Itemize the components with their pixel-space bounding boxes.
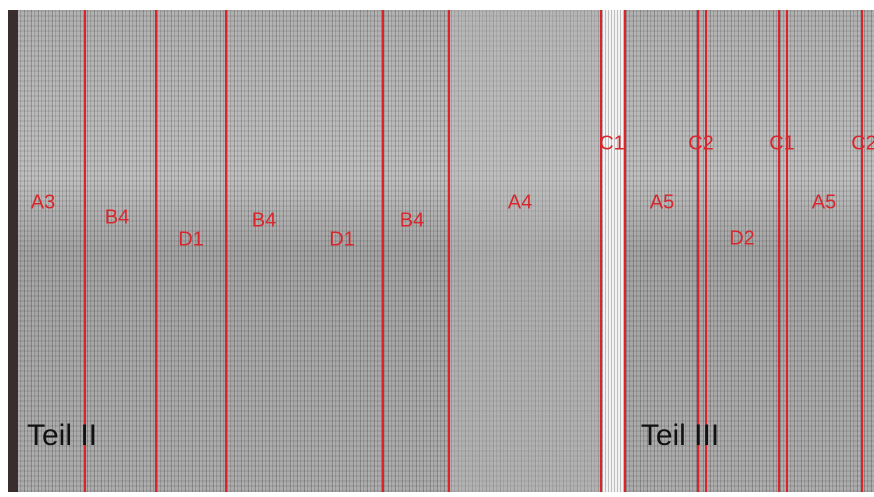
section-label: A4 xyxy=(508,192,532,215)
boundary-line xyxy=(861,10,863,492)
section-label: A5 xyxy=(812,192,836,215)
spectrogram-figure: A3 B4 D1 B4 D1 B4 A4 C1 A5 C2 D2 C1 A5 C… xyxy=(0,0,874,497)
section-label: C2 xyxy=(688,133,714,156)
boundary-line xyxy=(786,10,788,492)
boundary-line xyxy=(600,10,602,492)
region-shade xyxy=(603,10,625,492)
boundary-line xyxy=(778,10,780,492)
boundary-line xyxy=(382,10,384,492)
section-label: B4 xyxy=(252,210,276,233)
boundary-line xyxy=(225,10,227,492)
section-label: D1 xyxy=(329,229,355,252)
region-shade xyxy=(449,10,601,492)
section-label: A3 xyxy=(31,192,55,215)
section-label: C2 xyxy=(851,133,874,156)
spectrogram xyxy=(10,10,874,492)
boundary-line xyxy=(155,10,157,492)
section-label: B4 xyxy=(105,207,129,230)
boundary-line xyxy=(448,10,450,492)
part-label: Teil III xyxy=(641,419,719,453)
boundary-line xyxy=(624,10,626,492)
section-label: D1 xyxy=(178,229,204,252)
part-label: Teil II xyxy=(27,419,97,453)
section-label: B4 xyxy=(400,210,424,233)
section-label: A5 xyxy=(650,192,674,215)
section-label: D2 xyxy=(729,228,755,251)
section-label: C1 xyxy=(769,133,795,156)
time-axis xyxy=(8,10,18,492)
section-label: C1 xyxy=(599,133,625,156)
